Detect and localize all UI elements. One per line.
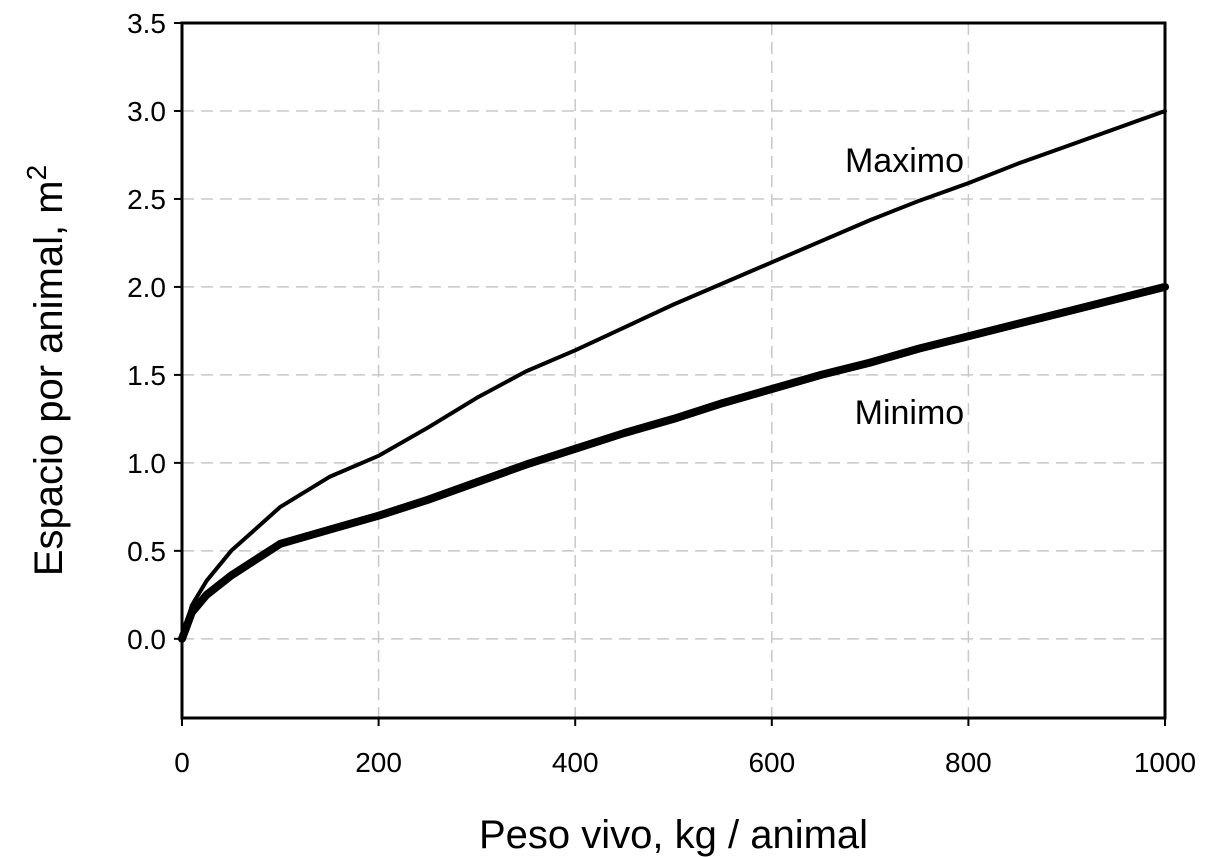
y-tick-label: 0.0 (127, 624, 166, 655)
x-axis-title: Peso vivo, kg / animal (479, 813, 868, 857)
series-lines (178, 109, 1169, 643)
x-tick-label: 1000 (1134, 747, 1196, 778)
y-tick-label: 2.0 (127, 272, 166, 303)
x-tick-label: 600 (748, 747, 795, 778)
y-tick-label: 1.0 (127, 448, 166, 479)
annotation-maximo: Maximo (845, 142, 964, 180)
y-tick-label: 3.0 (127, 96, 166, 127)
axis-ticks (174, 22, 1166, 726)
y-axis-title-superscript: 2 (21, 165, 52, 181)
tick-labels: 0 200 400 600 800 1000 0.0 0.5 1.0 1.5 2.0 2.5 3.0 3.… (127, 8, 1196, 778)
y-axis-title: Espacio por animal, m2 (21, 165, 71, 576)
y-tick-label: 2.5 (127, 184, 166, 215)
y-tick-label: 3.5 (127, 8, 166, 39)
x-tick-label: 800 (945, 747, 992, 778)
plot-area-frame (180, 21, 1167, 720)
x-tick-label: 200 (355, 747, 402, 778)
series-line-minimo (178, 282, 1169, 643)
y-tick-label: 1.5 (127, 360, 166, 391)
series-line-maximo (180, 109, 1167, 641)
x-tick-label: 400 (552, 747, 599, 778)
y-tick-label: 0.5 (127, 536, 166, 567)
series-annotations: Maximo Minimo (845, 142, 964, 432)
y-axis-title-text: Espacio por animal, m (27, 180, 71, 576)
annotation-minimo: Minimo (855, 394, 965, 432)
x-tick-label: 0 (174, 747, 190, 778)
grid-lines (182, 23, 1165, 718)
